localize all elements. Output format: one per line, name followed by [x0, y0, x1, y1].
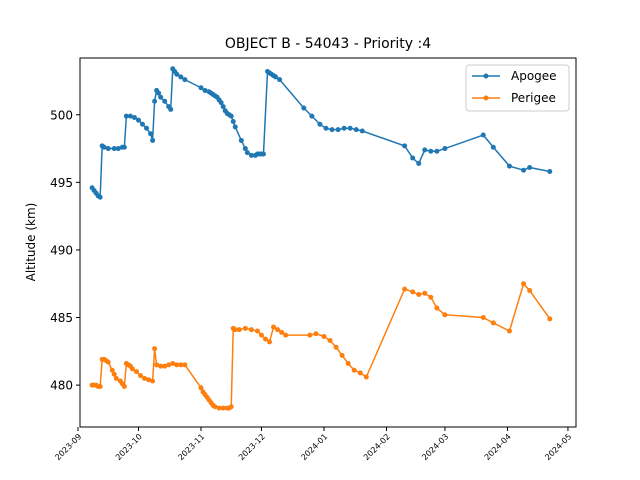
apogee-data-point: [330, 127, 335, 132]
apogee-data-point: [323, 126, 328, 131]
apogee-data-point: [98, 195, 103, 200]
apogee-data-point: [168, 107, 173, 112]
perigee-data-point: [442, 312, 447, 317]
perigee-data-point: [402, 287, 407, 292]
apogee-data-point: [140, 122, 145, 127]
legend: Apogee Perigee: [466, 65, 569, 111]
apogee-data-point: [507, 164, 512, 169]
apogee-data-point: [136, 118, 141, 123]
perigee-data-point: [334, 345, 339, 350]
legend-apogee-marker: [484, 74, 489, 79]
apogee-data-point: [428, 149, 433, 154]
apogee-data-point: [547, 169, 552, 174]
y-tick-label: 485: [50, 311, 73, 325]
apogee-data-point: [491, 145, 496, 150]
perigee-data-point: [237, 327, 242, 332]
perigee-data-point: [358, 370, 363, 375]
perigee-data-point: [328, 338, 333, 343]
apogee-data-point: [422, 147, 427, 152]
legend-apogee-label: Apogee: [511, 69, 557, 83]
perigee-data-point: [507, 329, 512, 334]
apogee-data-point: [277, 77, 282, 82]
perigee-data-point: [422, 291, 427, 296]
apogee-data-point: [442, 146, 447, 151]
perigee-data-point: [134, 369, 139, 374]
perigee-data-point: [521, 281, 526, 286]
perigee-data-point: [313, 331, 318, 336]
legend-perigee-marker: [484, 96, 489, 101]
apogee-data-point: [527, 165, 532, 170]
perigee-data-point: [152, 346, 157, 351]
perigee-data-point: [229, 404, 234, 409]
apogee-data-point: [410, 156, 415, 161]
chart-title: OBJECT B - 54043 - Priority :4: [225, 36, 431, 52]
apogee-data-point: [317, 122, 322, 127]
y-tick-label: 495: [50, 176, 73, 190]
perigee-data-point: [255, 329, 260, 334]
apogee-data-point: [301, 106, 306, 111]
apogee-data-point: [144, 126, 149, 131]
perigee-data-point: [249, 327, 254, 332]
perigee-data-point: [150, 379, 155, 384]
apogee-data-point: [231, 119, 236, 124]
apogee-data-point: [148, 131, 153, 136]
apogee-data-point: [158, 95, 163, 100]
apogee-data-point: [354, 127, 359, 132]
y-tick-label: 480: [50, 379, 73, 393]
apogee-data-point: [122, 145, 127, 150]
perigee-data-point: [243, 326, 248, 331]
perigee-data-point: [182, 362, 187, 367]
perigee-data-point: [547, 316, 552, 321]
apogee-data-point: [521, 168, 526, 173]
apogee-data-point: [336, 127, 341, 132]
y-tick-label: 490: [50, 243, 73, 257]
apogee-data-point: [342, 126, 347, 131]
apogee-data-point: [360, 128, 365, 133]
apogee-data-point: [229, 114, 234, 119]
perigee-data-point: [346, 361, 351, 366]
perigee-data-point: [98, 384, 103, 389]
apogee-data-point: [182, 77, 187, 82]
perigee-data-point: [491, 320, 496, 325]
apogee-data-point: [233, 124, 238, 129]
perigee-data-point: [259, 333, 264, 338]
y-tick-label: 500: [50, 108, 73, 122]
apogee-data-point: [162, 99, 167, 104]
perigee-data-point: [352, 368, 357, 373]
perigee-data-point: [267, 339, 272, 344]
apogee-data-point: [481, 133, 486, 138]
apogee-data-point: [416, 161, 421, 166]
perigee-data-point: [410, 289, 415, 294]
y-axis-label: Altitude (km): [24, 203, 38, 282]
perigee-data-point: [106, 360, 111, 365]
perigee-data-point: [340, 353, 345, 358]
perigee-data-point: [481, 315, 486, 320]
apogee-data-point: [348, 126, 353, 131]
apogee-data-point: [261, 151, 266, 156]
apogee-data-point: [150, 138, 155, 143]
perigee-data-point: [416, 292, 421, 297]
perigee-data-point: [527, 288, 532, 293]
apogee-data-point: [309, 114, 314, 119]
apogee-data-point: [434, 149, 439, 154]
apogee-data-point: [402, 143, 407, 148]
perigee-data-point: [428, 295, 433, 300]
chart: OBJECT B - 54043 - Priority :4 2023-09 20…: [0, 0, 640, 480]
perigee-data-point: [364, 374, 369, 379]
apogee-data-point: [152, 99, 157, 104]
apogee-data-point: [239, 138, 244, 143]
perigee-data-point: [321, 334, 326, 339]
legend-perigee-label: Perigee: [511, 91, 556, 105]
perigee-data-point: [122, 384, 127, 389]
perigee-data-point: [283, 333, 288, 338]
apogee-data-point: [106, 146, 111, 151]
perigee-data-point: [434, 306, 439, 311]
perigee-data-point: [307, 333, 312, 338]
